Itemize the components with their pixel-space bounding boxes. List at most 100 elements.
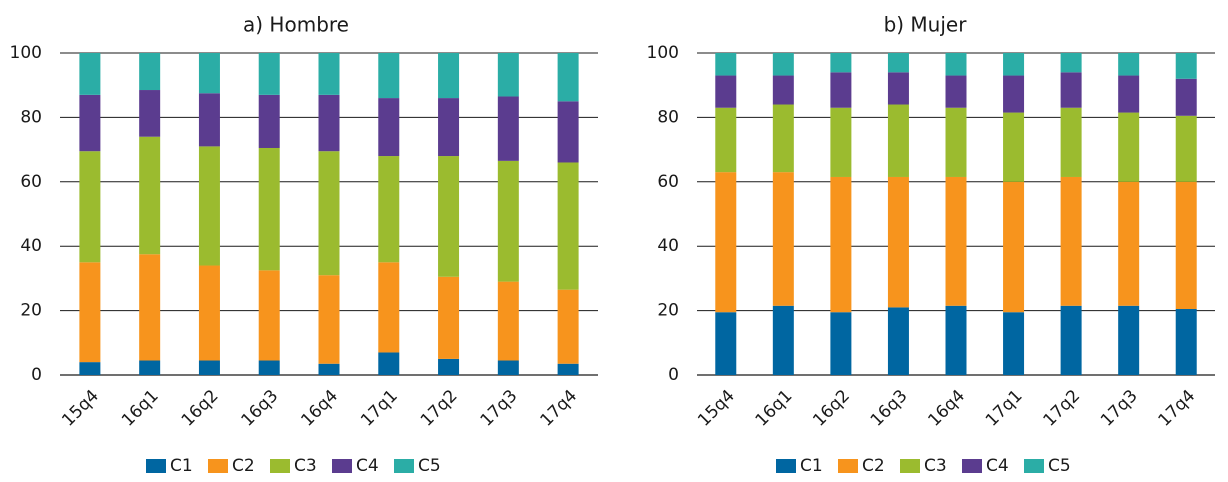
bar-segment-c4: [1060, 72, 1082, 108]
bar-segment-c5: [318, 53, 340, 95]
legend-label-c2: C2: [232, 456, 255, 476]
bar-segment-c3: [258, 147, 280, 271]
bar-segment-c4: [438, 98, 460, 157]
bar-segment-c5: [887, 53, 909, 73]
bar-segment-c3: [830, 107, 852, 177]
legend-label-c1: C1: [800, 456, 823, 476]
x-tick-label: 15q4: [694, 386, 739, 431]
bar-segment-c2: [258, 270, 280, 361]
bar-segment-c2: [715, 172, 737, 313]
bar-segment-c1: [1060, 305, 1082, 375]
bar-segment-c5: [79, 53, 101, 95]
bar-segment-c2: [772, 172, 794, 306]
bar-segment-c5: [497, 53, 519, 97]
bar-segment-c4: [139, 90, 161, 137]
y-tick-label: 40: [657, 236, 679, 256]
bar-segment-c2: [198, 265, 220, 361]
legend-swatch-c1: [146, 459, 166, 473]
bar-segment-c1: [139, 360, 161, 375]
bar-segment-c2: [79, 262, 101, 363]
legend-label-c3: C3: [294, 456, 317, 476]
bar-segment-c5: [715, 53, 737, 76]
bar-segment-c5: [198, 53, 220, 94]
bar-segment-c2: [830, 176, 852, 313]
legend-swatch-c5: [394, 459, 414, 473]
bar-segment-c4: [497, 96, 519, 161]
bar-segment-c1: [887, 307, 909, 375]
bar-segment-c1: [79, 362, 101, 375]
y-tick-label: 100: [10, 43, 42, 63]
bar-segment-c5: [139, 53, 161, 91]
legend-label-c4: C4: [986, 456, 1009, 476]
x-tick-label: 16q1: [752, 386, 797, 431]
legend-swatch-c1: [776, 459, 796, 473]
bar-segment-c2: [318, 275, 340, 364]
bar-segment-c3: [1060, 107, 1082, 177]
bar-segment-c4: [715, 75, 737, 108]
bar-segment-c1: [1175, 308, 1197, 375]
legend-swatch-c3: [900, 459, 920, 473]
bar-segment-c1: [438, 358, 460, 375]
bar-segment-c3: [1175, 115, 1197, 182]
bar-segment-c3: [772, 104, 794, 173]
bar-segment-c2: [438, 276, 460, 359]
legend-label-c1: C1: [170, 456, 193, 476]
bar-segment-c5: [258, 53, 280, 95]
y-tick-label: 0: [668, 365, 679, 385]
x-tick-label: 15q4: [58, 386, 103, 431]
bar-segment-c3: [497, 160, 519, 282]
bar-segment-c3: [945, 107, 967, 177]
chart-title: a) Hombre: [243, 13, 349, 37]
bar-segment-c3: [1003, 112, 1025, 182]
x-tick-label: 16q2: [809, 386, 854, 431]
bar-segment-c4: [1118, 75, 1140, 113]
bar-segment-c3: [1118, 112, 1140, 182]
chart-title: b) Mujer: [884, 13, 968, 37]
bar-segment-c2: [557, 289, 579, 364]
bar-segment-c3: [887, 104, 909, 177]
x-tick-label: 16q4: [924, 386, 969, 431]
bar-segment-c4: [1003, 75, 1025, 113]
legend-label-c4: C4: [356, 456, 379, 476]
legend-swatch-c5: [1024, 459, 1044, 473]
bar-segment-c1: [1003, 312, 1025, 375]
bar-segment-c3: [557, 162, 579, 290]
bar-segment-c1: [497, 360, 519, 375]
bar-segment-c4: [79, 94, 101, 152]
bar-segment-c5: [772, 53, 794, 76]
bar-segment-c1: [1118, 305, 1140, 375]
y-tick-label: 100: [647, 43, 679, 63]
legend-label-c2: C2: [862, 456, 885, 476]
bar-segment-c2: [945, 176, 967, 306]
x-tick-label: 17q1: [982, 386, 1027, 431]
y-tick-label: 80: [20, 107, 42, 127]
bar-segment-c4: [318, 94, 340, 152]
bar-segment-c3: [318, 151, 340, 276]
x-tick-label: 16q3: [867, 386, 912, 431]
y-tick-label: 60: [657, 172, 679, 192]
x-tick-label: 17q1: [357, 386, 402, 431]
bar-segment-c5: [378, 53, 400, 99]
bar-segment-c1: [378, 352, 400, 375]
bar-segment-c3: [79, 151, 101, 263]
bar-segment-c3: [438, 156, 460, 277]
bar-segment-c4: [887, 72, 909, 105]
bar-segment-c5: [945, 53, 967, 76]
bar-segment-c3: [198, 146, 220, 266]
bar-segment-c4: [378, 98, 400, 157]
x-tick-label: 17q3: [1097, 386, 1142, 431]
bar-segment-c4: [1175, 78, 1197, 116]
y-tick-label: 20: [20, 301, 42, 321]
bar-segment-c2: [139, 254, 161, 361]
legend-label-c5: C5: [418, 456, 441, 476]
bar-segment-c5: [830, 53, 852, 73]
bar-segment-c2: [1175, 181, 1197, 309]
x-tick-label: 16q1: [118, 386, 163, 431]
x-tick-label: 17q2: [417, 386, 462, 431]
y-tick-label: 60: [20, 172, 42, 192]
bar-segment-c2: [887, 176, 909, 308]
bar-segment-c1: [945, 305, 967, 375]
bar-segment-c1: [198, 360, 220, 375]
bar-segment-c4: [772, 75, 794, 105]
